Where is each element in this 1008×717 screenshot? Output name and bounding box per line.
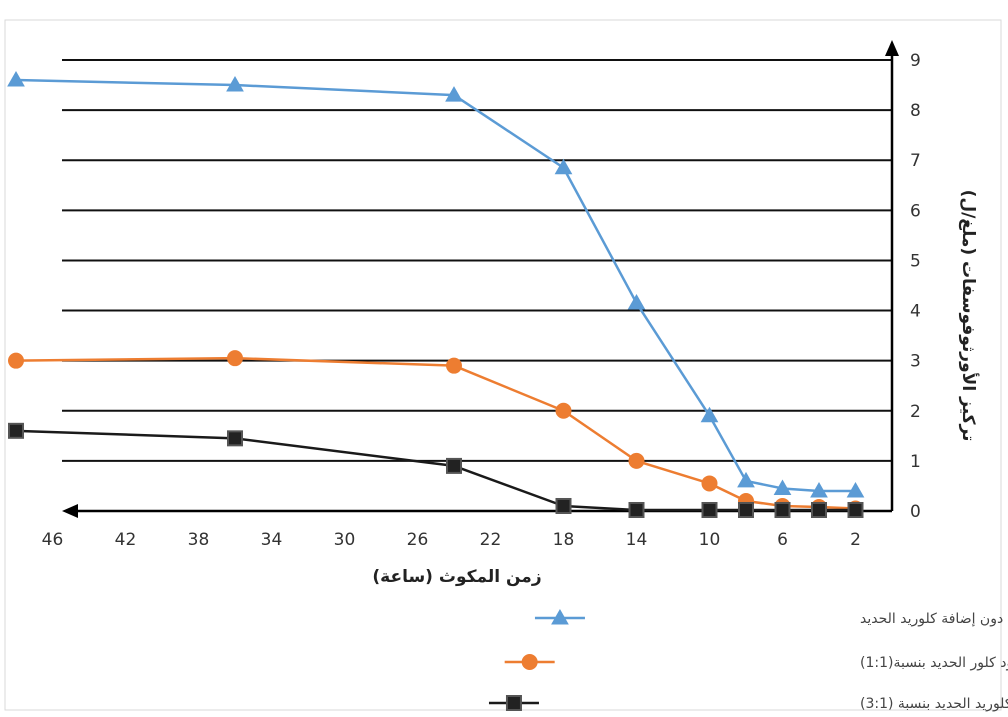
y-tick-label: 4 <box>910 302 921 322</box>
legend-swatch-marker <box>505 695 522 711</box>
x-tick-label: 26 <box>407 530 429 550</box>
legend-swatch-marker <box>551 608 569 625</box>
data-point-circle <box>227 350 243 367</box>
legend-item-2: تركيز الأورثوفوسفات بوجود كلور الحديد بن… <box>504 653 1008 671</box>
legend: تركيز الاورثوفوسفات دون إضافة كلوريد الح… <box>488 608 1008 712</box>
legend-item-3: تركيز الاورثوفوسفات بوجود كلوريد الحديد … <box>488 695 1008 712</box>
data-point-circle <box>446 357 462 374</box>
data-point-circle <box>701 475 718 492</box>
x-tick-label: 38 <box>188 530 210 550</box>
y-tick-label: 5 <box>910 251 921 271</box>
legend-label: تركيز الاورثوفوسفات بوجود كلوريد الحديد … <box>860 696 1008 712</box>
y-tick-label: 6 <box>910 201 921 221</box>
series-line-1 <box>15 78 856 493</box>
data-point-triangle <box>700 406 719 423</box>
data-point-square <box>555 497 572 514</box>
data-point-triangle <box>737 471 755 488</box>
x-tick-label: 34 <box>261 530 283 550</box>
x-tick-label: 18 <box>553 530 575 550</box>
legend-label: تركيز الاورثوفوسفات دون إضافة كلوريد الح… <box>860 611 1008 627</box>
data-point-triangle <box>7 71 25 87</box>
data-point-triangle <box>810 481 828 498</box>
y-tick-label: 7 <box>910 151 921 171</box>
data-point-square <box>628 501 645 518</box>
x-tick-label: 30 <box>334 530 356 550</box>
y-tick-label: 0 <box>910 502 921 522</box>
y-axis-title: تركيز الأورثوفوسفات (ملغ/ل) <box>958 190 979 442</box>
series-group <box>7 71 865 518</box>
gridlines <box>62 59 892 462</box>
x-axis-title: زمن المكوث (ساعة) <box>372 567 541 587</box>
data-point-circle <box>628 452 645 469</box>
series-line-3 <box>15 429 856 512</box>
legend-item-1: تركيز الاورثوفوسفات دون إضافة كلوريد الح… <box>534 608 1008 627</box>
x-axis-arrow <box>62 504 78 518</box>
data-point-square <box>847 501 864 518</box>
data-point-triangle <box>226 76 244 92</box>
data-point-triangle <box>445 86 463 102</box>
x-tick-label: 6 <box>777 530 788 550</box>
y-tick-label: 9 <box>910 51 921 71</box>
data-point-square <box>701 501 718 518</box>
data-point-square <box>774 501 791 518</box>
y-tick-label: 2 <box>910 402 921 422</box>
data-point-circle <box>555 402 572 419</box>
data-point-square <box>227 430 243 447</box>
y-tick-label: 1 <box>910 452 921 472</box>
x-tick-label: 42 <box>115 530 137 550</box>
data-point-square <box>446 457 462 474</box>
x-tick-label: 22 <box>480 530 502 550</box>
data-point-triangle <box>554 158 573 175</box>
data-point-square <box>8 422 24 439</box>
y-axis-arrow <box>885 40 899 56</box>
legend-swatch-marker <box>521 654 538 670</box>
y-tick-label: 3 <box>910 352 921 372</box>
data-point-triangle <box>846 481 865 498</box>
data-point-square <box>811 501 827 518</box>
legend-label: تركيز الأورثوفوسفات بوجود كلور الحديد بن… <box>860 653 1008 671</box>
y-tick-label: 8 <box>910 101 921 121</box>
data-point-triangle <box>773 479 792 495</box>
series-1 <box>7 71 865 498</box>
series-line-2 <box>15 356 856 510</box>
series-3 <box>8 422 864 518</box>
data-point-circle <box>8 352 24 369</box>
chart-border <box>4 19 1002 711</box>
x-tick-label: 10 <box>699 530 721 550</box>
x-tick-label: 14 <box>626 530 648 550</box>
x-tick-label: 2 <box>850 530 861 550</box>
data-point-square <box>738 501 754 518</box>
data-point-triangle <box>627 294 646 310</box>
x-tick-label: 46 <box>42 530 64 550</box>
